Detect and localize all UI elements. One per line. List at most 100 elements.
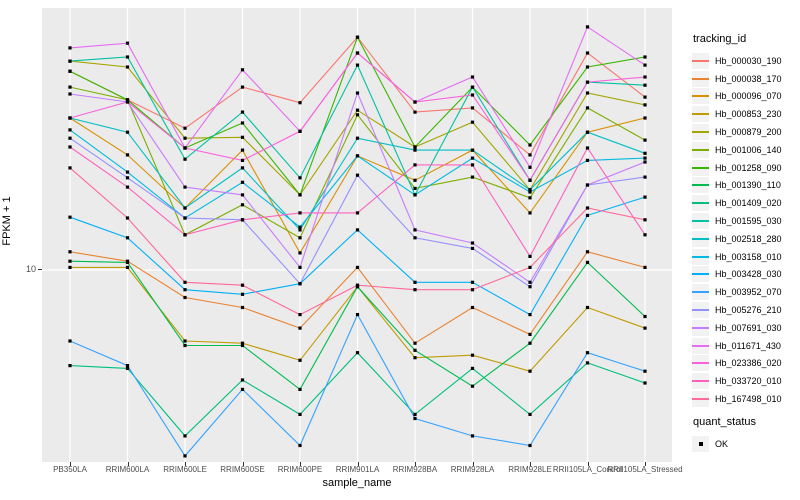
data-point <box>298 412 302 416</box>
data-point <box>585 130 590 134</box>
data-point <box>298 228 302 232</box>
data-point <box>413 288 417 292</box>
data-point <box>470 288 475 292</box>
data-point <box>528 165 532 169</box>
data-point <box>643 326 647 330</box>
legend-key-line <box>692 202 709 205</box>
legend-entry-label: Hb_023386_020 <box>715 358 782 369</box>
data-point <box>68 166 72 170</box>
data-point <box>528 443 532 448</box>
data-point <box>298 176 302 180</box>
data-point <box>585 158 590 162</box>
legend-entry: Hb_001409_020 <box>692 194 798 212</box>
data-point <box>68 92 72 96</box>
data-point <box>68 250 72 254</box>
data-point <box>125 100 130 104</box>
legend-key-line <box>692 309 709 312</box>
legend-entry: Hb_000879_200 <box>692 123 798 141</box>
data-point <box>125 185 130 189</box>
data-point <box>240 166 245 170</box>
data-point <box>413 178 417 182</box>
data-point <box>470 246 475 250</box>
legend-key-line <box>692 255 709 258</box>
data-point <box>528 265 532 269</box>
legend-key <box>692 319 709 336</box>
data-point <box>585 206 590 210</box>
data-point <box>298 358 302 362</box>
legend-key <box>692 159 709 176</box>
legend-key-line <box>692 95 709 98</box>
data-point <box>298 251 302 255</box>
data-point <box>470 148 475 152</box>
legend-key <box>692 266 709 283</box>
data-point <box>355 173 360 177</box>
data-point <box>68 128 72 132</box>
data-point <box>470 75 475 79</box>
data-point <box>585 351 590 355</box>
data-point <box>240 387 245 391</box>
legend-key <box>692 124 709 141</box>
legend-entry: Hb_000853_230 <box>692 105 798 123</box>
black-square-marker <box>698 441 703 446</box>
data-point <box>183 136 187 140</box>
data-point <box>643 63 647 67</box>
legend-entry: Hb_033720_010 <box>692 372 798 390</box>
data-point <box>355 228 360 232</box>
legend-entry-label: Hb_001409_020 <box>715 198 782 209</box>
x-tick-label: RRIM928BA <box>392 465 438 474</box>
data-point <box>240 180 245 184</box>
legend-key <box>692 195 709 212</box>
legend-key-line <box>692 220 709 223</box>
data-point <box>240 378 245 382</box>
data-point <box>470 175 475 179</box>
data-point <box>355 63 360 67</box>
data-point <box>585 260 590 264</box>
legend-title: tracking_id <box>693 33 747 45</box>
legend-entry-label: Hb_000096_070 <box>715 91 782 102</box>
data-point <box>298 313 302 317</box>
x-tick-mark <box>530 462 531 466</box>
data-point <box>183 288 187 292</box>
legend-key-line <box>692 326 709 329</box>
data-point <box>68 145 72 149</box>
data-point <box>643 103 647 107</box>
data-point <box>528 153 532 157</box>
legend-key-line <box>692 59 709 62</box>
data-point <box>643 233 647 237</box>
data-point <box>643 151 647 155</box>
legend-key-line <box>692 166 709 169</box>
legend-entry: Hb_003428_030 <box>692 266 798 284</box>
legend-key-line <box>692 113 709 116</box>
data-point <box>240 148 245 152</box>
x-tick-mark <box>242 462 244 466</box>
legend-entry: Hb_002518_280 <box>692 230 798 248</box>
data-point <box>240 283 245 287</box>
data-point <box>68 265 72 269</box>
legend-key-line <box>692 184 709 187</box>
data-point <box>298 387 302 391</box>
data-point <box>298 443 302 448</box>
data-point <box>413 228 417 232</box>
legend-entry-label: Hb_011671_430 <box>715 340 781 351</box>
x-tick-mark <box>472 462 474 466</box>
data-point <box>125 153 130 157</box>
data-point <box>585 80 590 84</box>
data-point <box>470 93 475 97</box>
legend-entry-label: Hb_007691_030 <box>715 322 782 333</box>
data-point <box>413 280 417 284</box>
legend-entry-label: Hb_001595_030 <box>715 216 782 227</box>
data-point <box>125 260 130 264</box>
data-point <box>240 85 245 89</box>
data-point <box>643 156 647 160</box>
data-point <box>125 366 130 370</box>
data-point <box>355 51 360 55</box>
data-point <box>470 85 475 89</box>
data-point <box>528 313 532 317</box>
data-point <box>470 106 475 110</box>
data-point <box>413 163 417 167</box>
data-point <box>355 313 360 317</box>
legend-key <box>692 52 709 69</box>
legend-key <box>692 106 709 123</box>
data-point <box>183 216 187 220</box>
data-point <box>643 83 647 87</box>
